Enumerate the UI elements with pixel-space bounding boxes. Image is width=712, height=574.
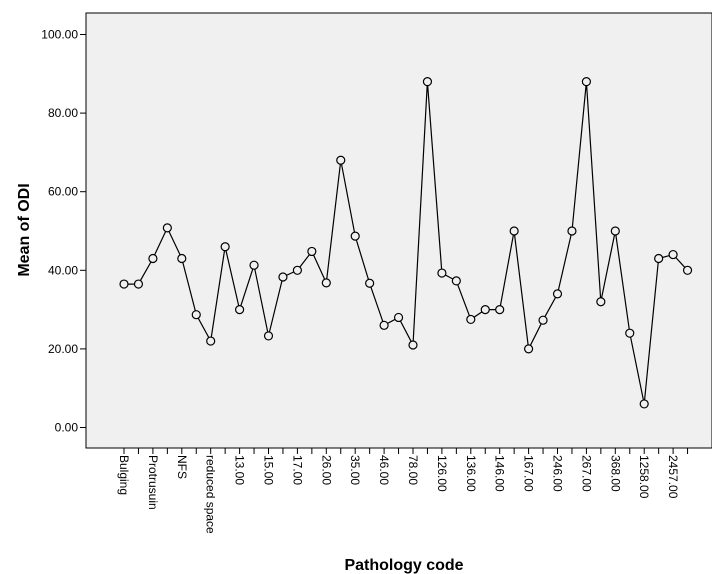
- data-point: [336, 155, 346, 165]
- data-point: [278, 272, 288, 282]
- x-tick-label: NFS: [175, 455, 189, 479]
- data-point: [408, 340, 418, 350]
- data-point: [682, 265, 693, 275]
- data-point: [509, 226, 519, 236]
- data-point: [552, 289, 563, 299]
- data-point: [538, 315, 548, 325]
- data-point: [235, 305, 245, 315]
- x-axis: Bulging Protrusuin NFS reduced space 13.00 15…: [117, 448, 689, 534]
- y-tick-label: 100.00: [41, 28, 78, 42]
- x-tick-label: Bulging: [117, 455, 131, 495]
- data-point: [610, 226, 620, 236]
- data-point: [177, 253, 187, 264]
- x-tick-label: 17.00: [290, 455, 304, 485]
- plot-area: [85, 12, 712, 449]
- data-point: [307, 246, 317, 257]
- data-point: [581, 77, 592, 87]
- data-point: [466, 314, 476, 325]
- x-tick-label: 15.00: [262, 455, 276, 485]
- x-tick-label: reduced space: [204, 455, 218, 534]
- x-tick-label: 267.00: [579, 455, 593, 492]
- data-point: [119, 279, 129, 289]
- data-point: [437, 268, 447, 278]
- data-point: [393, 312, 404, 323]
- x-tick-label: 26.00: [319, 455, 333, 485]
- data-point: [263, 331, 274, 341]
- data-point: [220, 242, 230, 252]
- x-tick-label: 136.00: [464, 455, 478, 492]
- x-tick-label: 13.00: [233, 455, 247, 485]
- data-point: [567, 226, 577, 236]
- data-point: [451, 276, 461, 286]
- y-tick-label: 20.00: [48, 342, 78, 356]
- data-series: [119, 77, 693, 409]
- x-axis-title: Pathology code: [344, 557, 463, 574]
- data-point: [162, 223, 172, 233]
- data-point: [133, 279, 144, 289]
- x-tick-label: 46.00: [377, 455, 391, 485]
- data-point: [639, 399, 649, 409]
- data-point: [480, 305, 490, 315]
- x-tick-label: 78.00: [406, 455, 420, 485]
- data-point: [292, 265, 302, 275]
- x-tick-label: 167.00: [522, 455, 536, 492]
- x-tick-label: Protrusuin: [146, 455, 160, 510]
- y-axis: 0.00 20.00 40.00 60.00 80.00 100.00: [41, 28, 86, 435]
- data-point: [379, 320, 389, 330]
- data-point: [668, 249, 678, 260]
- data-point: [249, 260, 259, 270]
- data-point: [495, 305, 505, 315]
- data-point: [523, 344, 534, 354]
- data-point: [350, 231, 360, 241]
- data-point: [206, 336, 216, 346]
- x-tick-label: 2457.00: [666, 455, 680, 499]
- x-tick-label: 246.00: [551, 455, 565, 492]
- x-tick-label: 1258.00: [637, 455, 651, 499]
- series-line: [124, 81, 688, 405]
- y-tick-label: 80.00: [48, 106, 78, 120]
- y-tick-label: 0.00: [55, 421, 79, 435]
- y-tick-label: 60.00: [48, 185, 78, 199]
- data-point: [321, 278, 331, 288]
- x-tick-label: 126.00: [435, 455, 449, 492]
- y-axis-title: Mean of ODI: [16, 183, 33, 276]
- data-point: [596, 297, 606, 307]
- data-point: [365, 278, 375, 288]
- data-point: [191, 310, 201, 320]
- x-tick-label: 35.00: [348, 455, 362, 485]
- x-tick-label: 368.00: [608, 455, 622, 492]
- data-point: [422, 77, 433, 87]
- data-point: [625, 328, 635, 338]
- data-point: [654, 253, 664, 264]
- x-tick-label: 146.00: [493, 455, 507, 492]
- y-tick-label: 40.00: [48, 263, 78, 277]
- data-point: [148, 253, 158, 264]
